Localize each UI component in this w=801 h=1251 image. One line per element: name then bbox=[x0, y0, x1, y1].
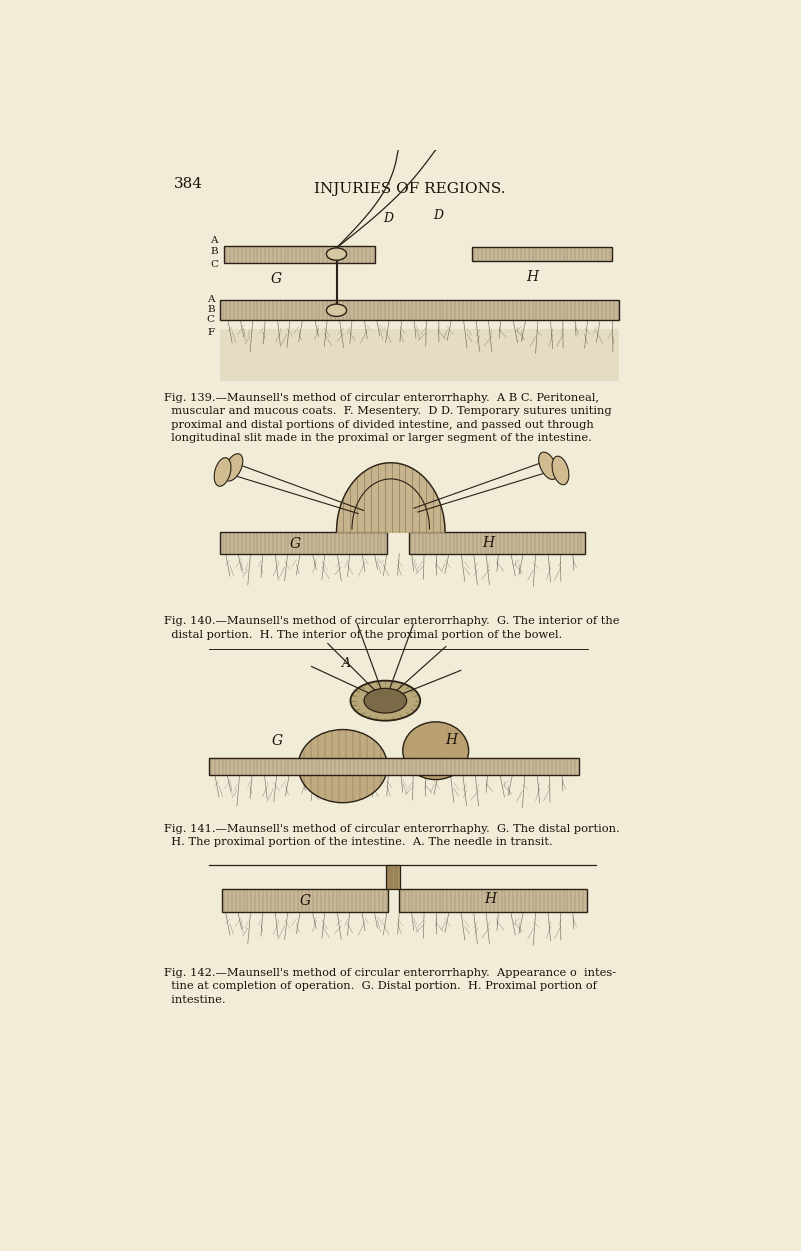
Text: C: C bbox=[210, 259, 218, 269]
Text: H: H bbox=[445, 733, 457, 747]
Bar bbox=[220, 532, 387, 554]
Ellipse shape bbox=[552, 457, 569, 484]
Text: B: B bbox=[207, 305, 215, 314]
Text: D: D bbox=[433, 209, 444, 223]
Text: C: C bbox=[207, 315, 215, 324]
Text: H: H bbox=[484, 892, 496, 906]
Text: Fig. 140.—Maunsell's method of circular enterorrhaphy.  G. The interior of the
 : Fig. 140.—Maunsell's method of circular … bbox=[163, 615, 619, 639]
Text: Fig. 139.—Maunsell's method of circular enterorrhaphy.  A B C. Peritoneal,
  mus: Fig. 139.—Maunsell's method of circular … bbox=[163, 393, 611, 443]
Text: D: D bbox=[383, 211, 393, 225]
Ellipse shape bbox=[327, 248, 347, 260]
Bar bbox=[220, 300, 619, 320]
Bar bbox=[220, 329, 619, 382]
Text: G: G bbox=[300, 894, 312, 908]
Bar bbox=[399, 889, 587, 912]
Ellipse shape bbox=[298, 729, 387, 803]
Text: G: G bbox=[290, 538, 301, 552]
Bar bbox=[386, 864, 400, 889]
Text: B: B bbox=[211, 248, 218, 256]
Ellipse shape bbox=[214, 458, 231, 487]
Bar bbox=[224, 245, 375, 263]
Bar bbox=[472, 248, 612, 261]
Text: 384: 384 bbox=[174, 178, 203, 191]
Text: G: G bbox=[272, 734, 284, 748]
Text: H: H bbox=[526, 270, 538, 284]
Text: A: A bbox=[342, 657, 351, 671]
Text: H: H bbox=[482, 535, 494, 550]
Text: Fig. 141.—Maunsell's method of circular enterorrhaphy.  G. The distal portion.
 : Fig. 141.—Maunsell's method of circular … bbox=[163, 824, 619, 847]
Polygon shape bbox=[336, 463, 445, 532]
Text: F: F bbox=[207, 328, 215, 337]
Ellipse shape bbox=[327, 304, 347, 317]
Bar bbox=[409, 532, 585, 554]
Ellipse shape bbox=[539, 452, 557, 479]
Bar bbox=[222, 889, 388, 912]
Ellipse shape bbox=[364, 688, 407, 713]
Bar bbox=[208, 758, 579, 774]
Text: G: G bbox=[271, 273, 282, 286]
Ellipse shape bbox=[351, 681, 421, 721]
Text: A: A bbox=[207, 295, 215, 304]
Ellipse shape bbox=[403, 722, 469, 779]
Text: Fig. 142.—Maunsell's method of circular enterorrhaphy.  Appearance o  intes-
  t: Fig. 142.—Maunsell's method of circular … bbox=[163, 968, 616, 1005]
Text: INJURIES OF REGIONS.: INJURIES OF REGIONS. bbox=[314, 183, 506, 196]
Text: A: A bbox=[211, 236, 218, 245]
Ellipse shape bbox=[224, 454, 243, 482]
